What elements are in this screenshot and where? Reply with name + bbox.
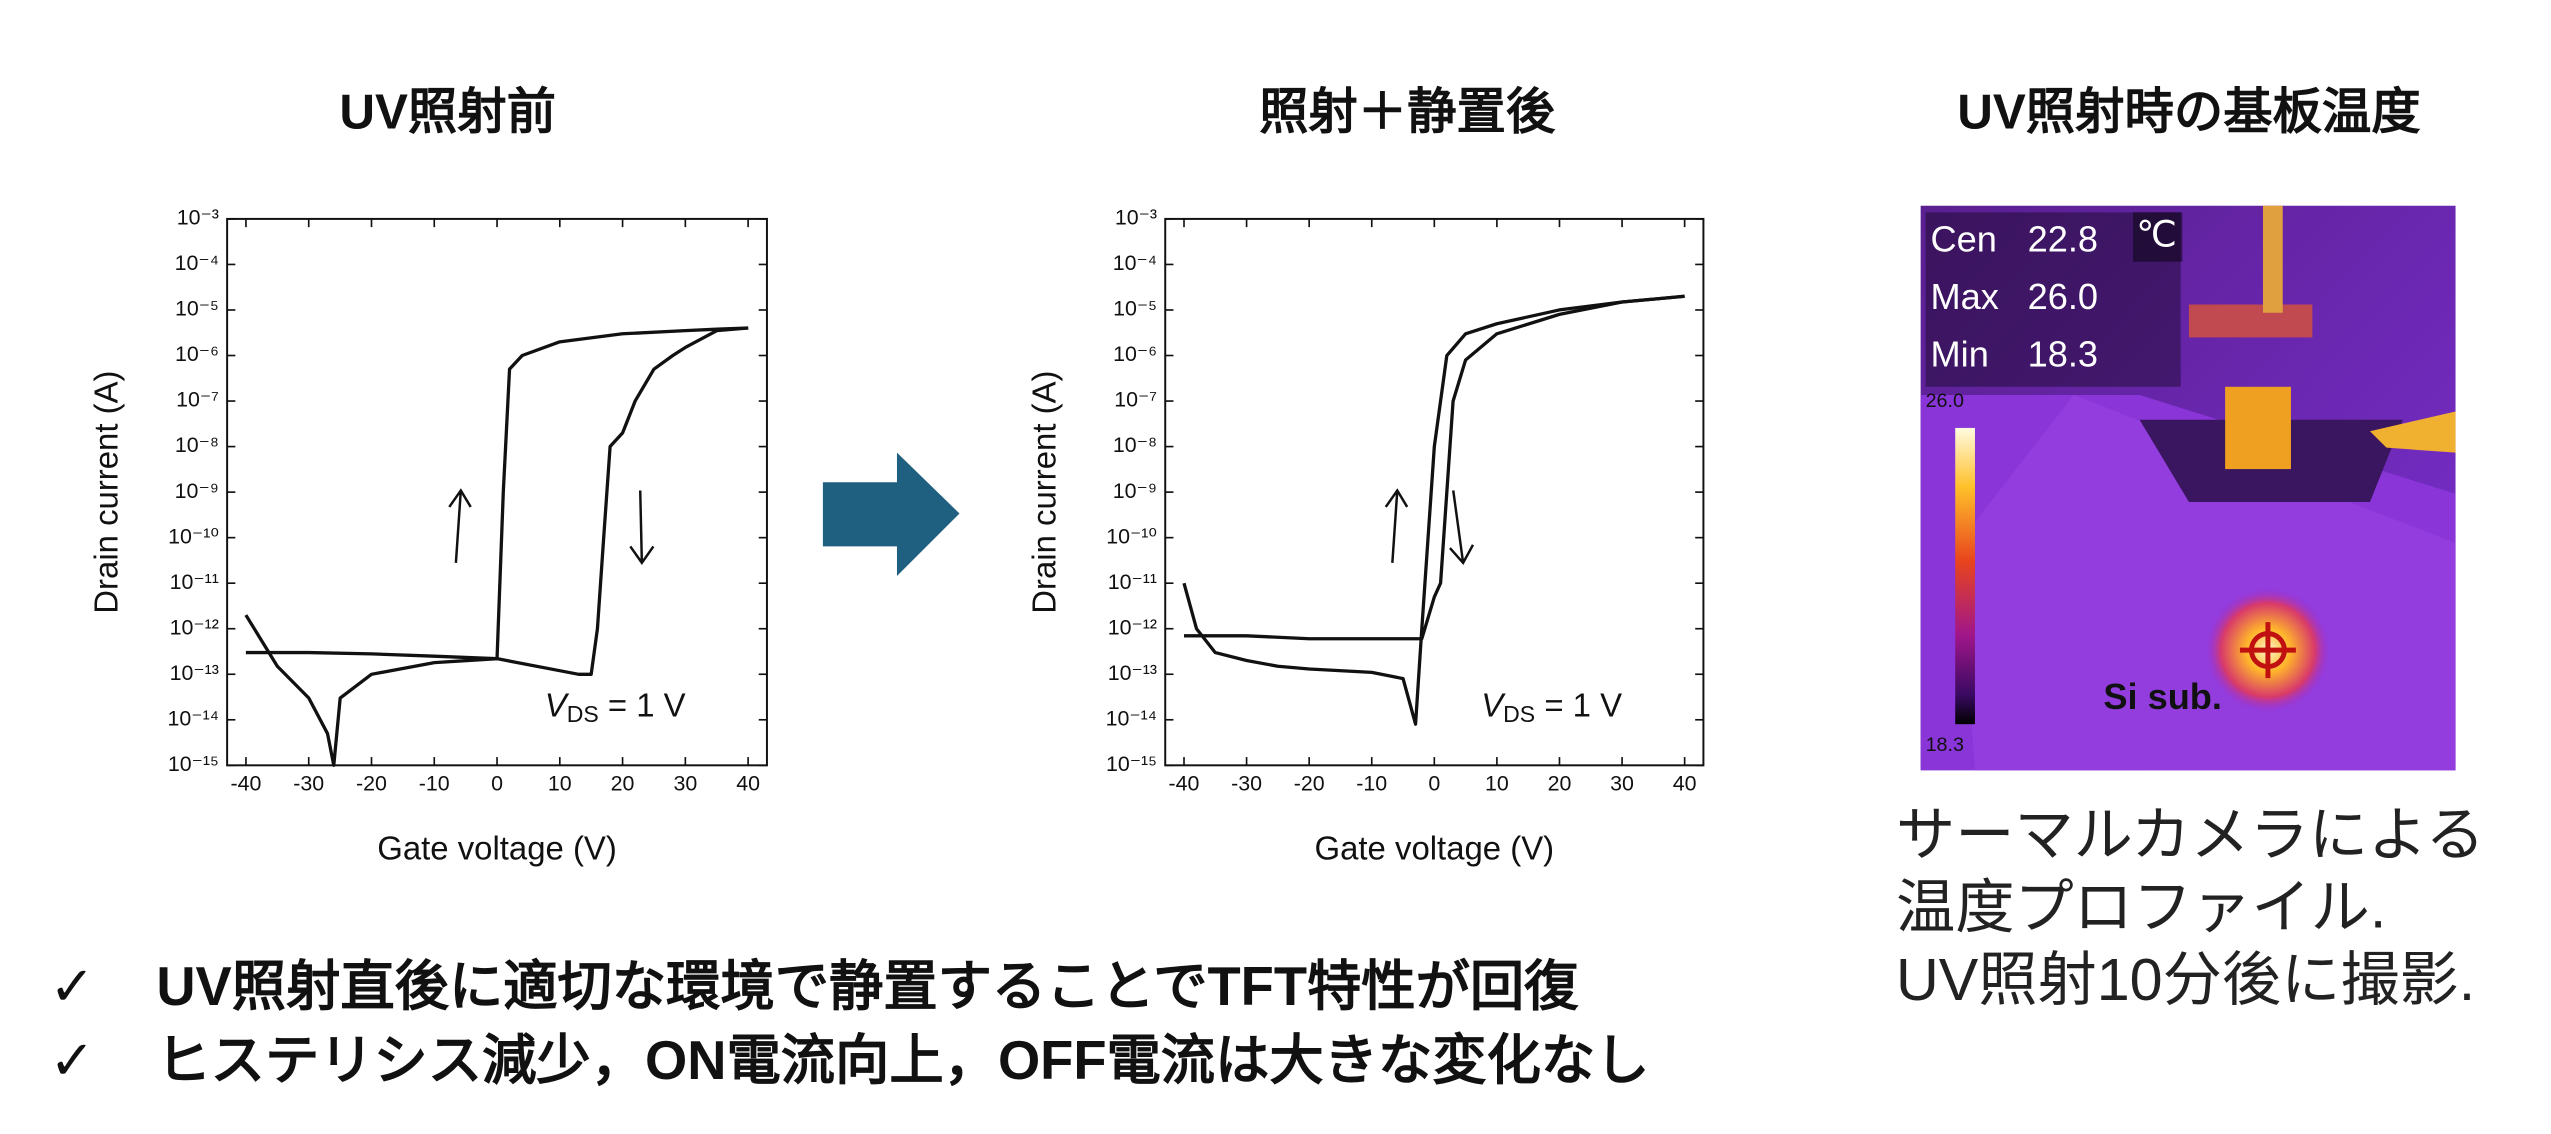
readout-name: Cen bbox=[1931, 219, 1997, 260]
bullet-text: ヒステリシス減少，ON電流向上，OFF電流は大きな変化なし bbox=[156, 1030, 1649, 1091]
x-tick-label: -30 bbox=[1231, 772, 1262, 796]
x-axis-label: Gate voltage (V) bbox=[377, 830, 617, 867]
x-tick-label: 10 bbox=[1485, 772, 1509, 796]
annotation: VDS = 1 V bbox=[545, 686, 686, 727]
x-tick-label: 20 bbox=[1548, 772, 1572, 796]
annotation-rest: = 1 V bbox=[599, 686, 686, 723]
y-tick-label: 10⁻¹⁴ bbox=[1106, 706, 1157, 730]
y-tick-label: 10⁻⁶ bbox=[1113, 342, 1157, 366]
y-tick-label: 10⁻⁹ bbox=[1113, 479, 1157, 503]
y-tick-label: 10⁻¹¹ bbox=[170, 570, 219, 594]
y-tick-label: 10⁻¹³ bbox=[170, 661, 219, 685]
annotation-var: V bbox=[545, 686, 570, 723]
y-tick-label: 10⁻¹⁴ bbox=[168, 706, 219, 730]
bullet-text: UV照射直後に適切な環境で静置することでTFT特性が回復 bbox=[156, 956, 1579, 1017]
y-tick-label: 10⁻³ bbox=[1115, 206, 1157, 230]
data-line bbox=[1182, 294, 1685, 726]
x-tick-label: 10 bbox=[548, 772, 572, 796]
sweep-arrows bbox=[448, 488, 1475, 566]
annotation-rest: = 1 V bbox=[1535, 686, 1622, 723]
plot-frame bbox=[226, 217, 768, 767]
y-tick-label: 10⁻⁵ bbox=[1113, 297, 1157, 321]
thermal-title: UV照射時の基板温度 bbox=[1957, 84, 2421, 139]
y-tick-label: 10⁻¹² bbox=[170, 615, 219, 639]
y-tick-label: 10⁻¹³ bbox=[1108, 661, 1157, 685]
y-tick-label: 10⁻⁶ bbox=[175, 342, 219, 366]
annotation-sub: DS bbox=[1503, 701, 1535, 727]
caption-line: UV照射10分後に撮影. bbox=[1896, 946, 2475, 1013]
readout-value: 18.3 bbox=[2028, 334, 2098, 375]
y-tick-label: 10⁻⁹ bbox=[175, 479, 219, 503]
scale-max: 26.0 bbox=[1926, 390, 1964, 412]
chart-title: UV照射前 bbox=[339, 84, 556, 139]
x-tick-label: 30 bbox=[1610, 772, 1634, 796]
bullet-mark: ✓ bbox=[49, 1030, 95, 1091]
y-tick-label: 10⁻¹⁰ bbox=[168, 524, 219, 548]
x-tick-label: -30 bbox=[293, 772, 324, 796]
x-tick-label: -20 bbox=[1294, 772, 1325, 796]
y-tick-label: 10⁻¹⁵ bbox=[1106, 752, 1157, 776]
arrow bbox=[822, 452, 960, 577]
x-tick-label: 40 bbox=[736, 772, 760, 796]
image-label: Si sub. bbox=[2103, 676, 2222, 717]
x-tick-label: 40 bbox=[1673, 772, 1697, 796]
annotation-sub: DS bbox=[567, 701, 599, 727]
x-tick-label: 0 bbox=[1428, 772, 1440, 796]
chart-title: 照射＋静置後 bbox=[1259, 84, 1556, 139]
y-tick-label: 10⁻⁸ bbox=[1113, 433, 1157, 457]
bullet-mark: ✓ bbox=[49, 956, 95, 1017]
y-tick-label: 10⁻¹¹ bbox=[1108, 570, 1157, 594]
readout-name: Max bbox=[1931, 276, 1999, 317]
x-tick-label: -10 bbox=[419, 772, 450, 796]
y-tick-label: 10⁻¹² bbox=[1108, 615, 1157, 639]
readout-value: 26.0 bbox=[2028, 276, 2098, 317]
y-tick-label: 10⁻⁷ bbox=[1114, 388, 1157, 412]
y-tick-label: 10⁻⁸ bbox=[175, 433, 219, 457]
y-tick-label: 10⁻⁴ bbox=[1113, 251, 1157, 275]
y-tick-label: 10⁻³ bbox=[177, 206, 219, 230]
y-tick-label: 10⁻⁴ bbox=[175, 251, 219, 275]
x-tick-label: -10 bbox=[1356, 772, 1387, 796]
y-tick-label: 10⁻⁵ bbox=[175, 297, 219, 321]
y-tick-label: 10⁻¹⁰ bbox=[1106, 524, 1157, 548]
y-axis-label: Drain current (A) bbox=[87, 371, 124, 614]
caption-line: サーマルカメラによる bbox=[1896, 801, 2485, 868]
annotation-var: V bbox=[1481, 686, 1506, 723]
y-tick-label: 10⁻¹⁵ bbox=[168, 752, 219, 776]
annotation: VDS = 1 V bbox=[1481, 686, 1622, 727]
x-tick-label: -40 bbox=[1169, 772, 1200, 796]
x-tick-label: 20 bbox=[611, 772, 635, 796]
caption-line: 温度プロファイル. bbox=[1896, 873, 2386, 940]
x-axis-label: Gate voltage (V) bbox=[1315, 830, 1555, 867]
y-tick-label: 10⁻⁷ bbox=[176, 388, 219, 412]
thermal-image bbox=[1920, 205, 2456, 771]
data-line bbox=[1183, 294, 1685, 641]
x-tick-label: 0 bbox=[491, 772, 503, 796]
readout-unit: ℃ bbox=[2136, 214, 2177, 255]
readout-name: Min bbox=[1931, 334, 1989, 375]
scale-min: 18.3 bbox=[1926, 734, 1964, 756]
y-axis-label: Drain current (A) bbox=[1025, 371, 1062, 614]
readout-value: 22.8 bbox=[2028, 219, 2098, 260]
x-tick-label: 30 bbox=[673, 772, 697, 796]
x-tick-label: -20 bbox=[356, 772, 387, 796]
x-tick-label: -40 bbox=[230, 772, 261, 796]
data-line bbox=[245, 326, 749, 676]
